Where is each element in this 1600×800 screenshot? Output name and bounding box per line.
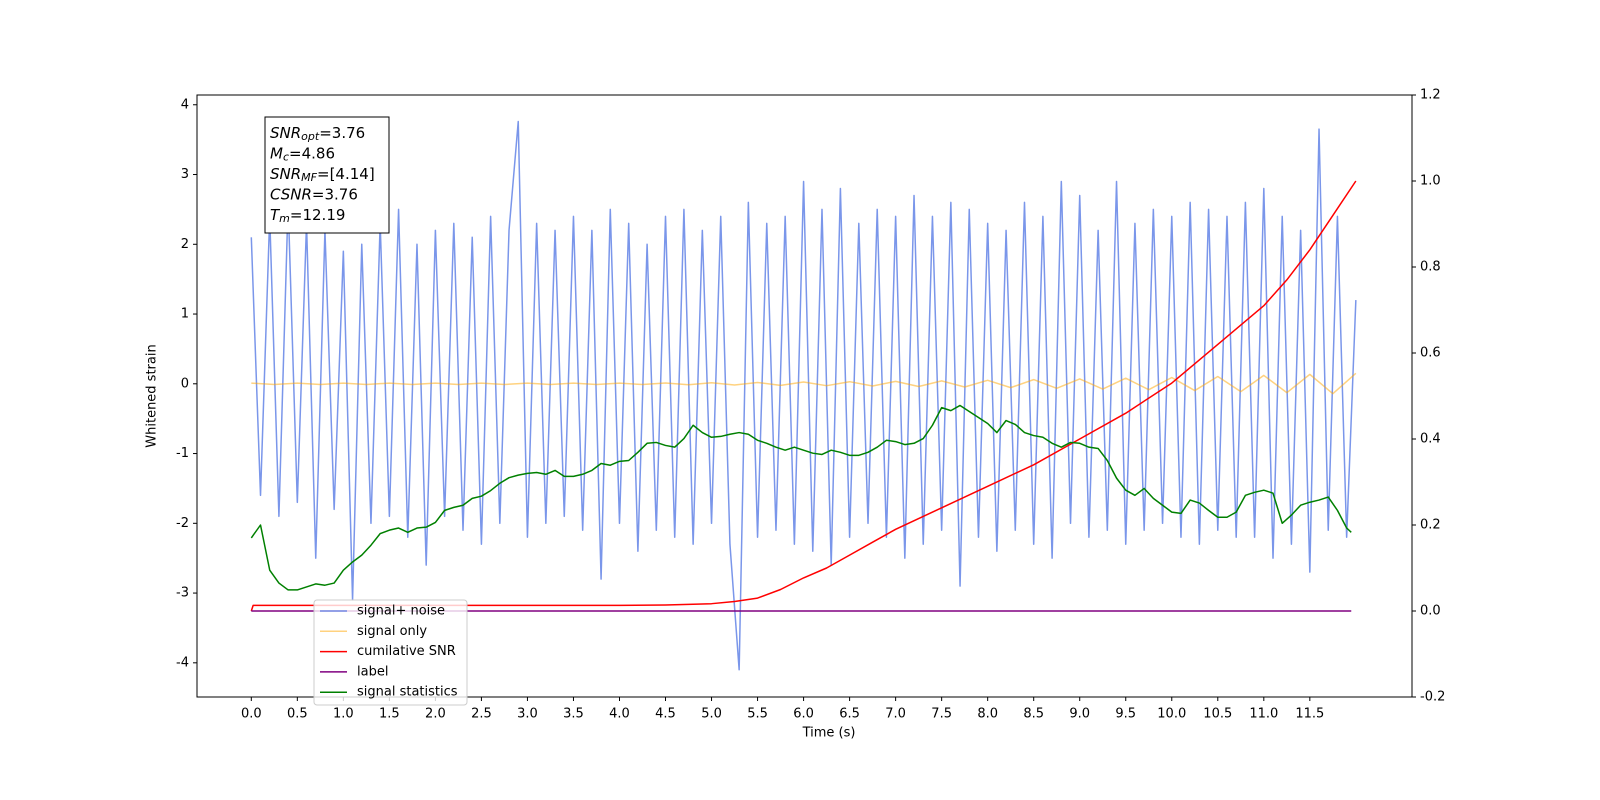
x-tick-label: 9.0	[1069, 707, 1090, 722]
stats-symbol: SNR	[270, 165, 301, 183]
series-line	[250, 180, 1357, 612]
x-tick-label: 5.0	[701, 707, 722, 722]
stats-line: Tm=12.19	[270, 206, 345, 226]
stats-box: SNRopt=3.76Mc=4.86SNRMF=[4.14]CSNR=3.76T…	[264, 116, 390, 234]
x-tick-label: 11.5	[1295, 707, 1324, 722]
x-tick-label: 0.5	[287, 707, 308, 722]
y-tick-label: -2	[176, 516, 189, 531]
y2-tick-label: 0.4	[1420, 432, 1441, 447]
stats-line: CSNR=3.76	[270, 185, 358, 203]
stats-text: =4.86	[289, 144, 335, 162]
stats-subscript: MF	[301, 171, 317, 184]
x-tick-label: 11.0	[1249, 707, 1278, 722]
ticks: 0.0 0.5 1.0 1.5 2.0 2.5 3.0 3.5 4.0 4.5 5.0 5.5 6.0 6…	[176, 88, 1445, 722]
stats-line: SNRMF=[4.14]	[270, 165, 375, 185]
x-tick-label: 7.5	[931, 707, 952, 722]
stats-text: =3.76	[319, 124, 365, 142]
x-tick-label: 7.0	[885, 707, 906, 722]
y2-tick-label: 1.0	[1420, 174, 1441, 189]
x-tick-label: 3.0	[517, 707, 538, 722]
stats-subscript: c	[283, 151, 289, 164]
y2-tick-label: 0.2	[1420, 518, 1441, 533]
axes-frame	[196, 94, 1413, 698]
legend: signal+ noise signal only cumilative SNR la…	[313, 599, 468, 706]
legend-label: signal statistics	[357, 685, 458, 700]
stats-line: SNRopt=3.76	[270, 124, 365, 144]
x-tick-label: 2.5	[471, 707, 492, 722]
y-tick-label: 3	[181, 167, 189, 182]
y2-tick-label: 0.6	[1420, 346, 1441, 361]
x-tick-label: 10.5	[1203, 707, 1232, 722]
stats-symbol: T	[270, 206, 281, 224]
y-tick-label: 4	[181, 97, 189, 112]
legend-label: signal only	[357, 624, 427, 639]
x-tick-label: 6.5	[839, 707, 860, 722]
y-tick-label: -1	[176, 446, 189, 461]
x-tick-label: 2.0	[425, 707, 446, 722]
stats-text: =3.76	[312, 185, 358, 203]
stats-symbol: CSNR	[270, 185, 312, 203]
x-tick-label: 8.5	[1023, 707, 1044, 722]
y2-tick-label: 0.8	[1420, 260, 1441, 275]
y-tick-label: 2	[181, 237, 189, 252]
x-tick-label: 4.5	[655, 707, 676, 722]
y2-tick-label: 0.0	[1420, 604, 1441, 619]
x-tick-label: 5.5	[747, 707, 768, 722]
x-tick-label: 4.0	[609, 707, 630, 722]
stats-line: Mc=4.86	[270, 144, 335, 164]
x-tick-label: 3.5	[563, 707, 584, 722]
series-line	[250, 120, 1357, 671]
y-axis-label: Whitened strain	[145, 344, 160, 447]
stats-frame	[264, 116, 390, 234]
x-tick-label: 0.0	[241, 707, 262, 722]
y-tick-label: 0	[181, 376, 189, 391]
y-tick-label: -4	[176, 655, 189, 670]
series-line	[250, 404, 1352, 591]
x-tick-label: 1.0	[333, 707, 354, 722]
x-tick-label: 1.5	[379, 707, 400, 722]
legend-label: signal+ noise	[357, 604, 445, 619]
legend-label: label	[357, 664, 388, 679]
x-tick-label: 9.5	[1115, 707, 1136, 722]
y-tick-label: 1	[181, 307, 189, 322]
stats-subscript: m	[279, 212, 290, 225]
stats-text: =[4.14]	[317, 165, 375, 183]
stats-text: =12.19	[290, 206, 346, 224]
x-tick-label: 8.0	[977, 707, 998, 722]
stats-subscript: opt	[301, 130, 320, 143]
stats-symbol: SNR	[270, 124, 301, 142]
x-tick-label: 6.0	[793, 707, 814, 722]
legend-frame	[313, 599, 468, 706]
y-tick-label: -3	[176, 586, 189, 601]
series-line	[251, 372, 1357, 395]
legend-label: cumilative SNR	[357, 644, 456, 659]
y2-tick-label: -0.2	[1420, 690, 1445, 705]
plot-area	[250, 120, 1357, 671]
x-axis-label: Time (s)	[802, 726, 856, 741]
x-tick-label: 10.0	[1157, 707, 1186, 722]
stats-symbol: M	[270, 144, 283, 162]
y2-tick-label: 1.2	[1420, 88, 1441, 103]
